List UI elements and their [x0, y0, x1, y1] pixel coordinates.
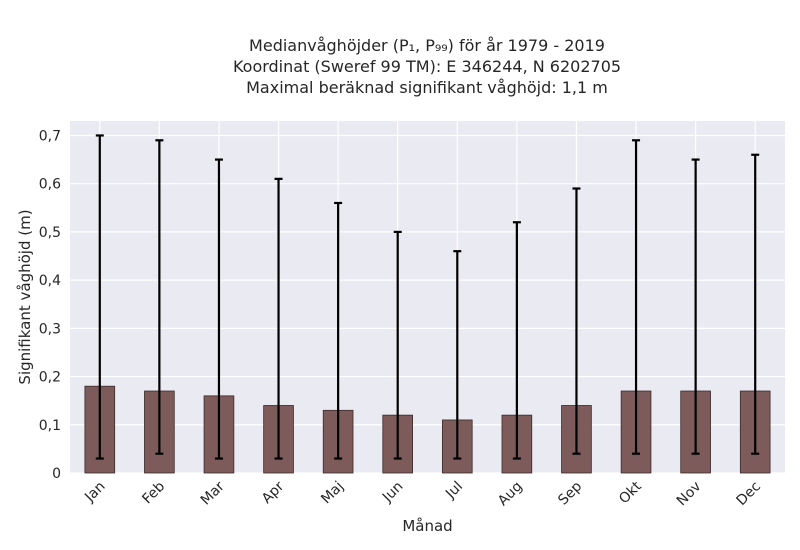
error-bar-feb [155, 139, 164, 455]
error-bar-okt [632, 139, 641, 455]
error-bar-aug [512, 221, 521, 460]
y-tick-label: 0,5 [39, 225, 61, 241]
y-tick-label: 0,1 [39, 418, 61, 434]
x-tick-label-feb: Feb [139, 478, 168, 507]
error-bar-sep [572, 187, 581, 455]
x-tick-label-dec: Dec [734, 479, 764, 509]
y-tick-label: 0,6 [39, 177, 61, 193]
error-bar-jul [453, 250, 462, 460]
x-tick-label-jun: Jun [379, 479, 406, 506]
x-tick-label-jul: Jul [442, 479, 466, 503]
error-bar-mar [214, 158, 223, 460]
x-tick-label-okt: Okt [616, 478, 645, 507]
x-tick-label-aug: Aug [495, 479, 526, 510]
x-tick-label-mar: Mar [198, 478, 228, 508]
error-bar-apr [274, 177, 283, 460]
x-tick-label-nov: Nov [674, 479, 705, 510]
y-axis-label: Signifikant våghöjd (m) [16, 209, 34, 384]
y-tick-label: 0 [52, 466, 61, 482]
x-tick-label-sep: Sep [555, 478, 585, 508]
plot-area [70, 121, 785, 473]
title-line-1: Medianvåghöjder (P₁, P₉₉) för år 1979 - … [249, 36, 605, 55]
chart-title: Medianvåghöjder (P₁, P₉₉) för år 1979 - … [233, 36, 621, 97]
y-tick-label: 0,7 [39, 128, 61, 144]
x-tick-label-maj: Maj [318, 479, 347, 508]
error-bar-jun [393, 230, 402, 460]
error-bar-dec [751, 153, 760, 455]
y-tick-label: 0,3 [39, 321, 61, 337]
y-tick-label: 0,2 [39, 370, 61, 386]
x-axis-ticks: Jan Feb Mar Apr Maj Jun Jul Aug Sep Okt Nov Dec [81, 478, 764, 509]
x-tick-label-jan: Jan [81, 479, 108, 506]
y-tick-label: 0,4 [39, 273, 61, 289]
x-axis-label: Månad [402, 517, 452, 535]
error-bar-jan [95, 134, 104, 460]
title-line-3: Maximal beräknad signifikant våghöjd: 1,… [246, 78, 608, 97]
error-bars [95, 134, 760, 460]
error-bar-maj [334, 201, 343, 460]
y-axis-ticks: 0 0,1 0,2 0,3 0,4 0,5 0,6 0,7 [39, 128, 61, 482]
error-bar-nov [691, 158, 700, 455]
title-line-2: Koordinat (Sweref 99 TM): E 346244, N 62… [233, 57, 621, 76]
x-tick-label-apr: Apr [259, 478, 288, 507]
